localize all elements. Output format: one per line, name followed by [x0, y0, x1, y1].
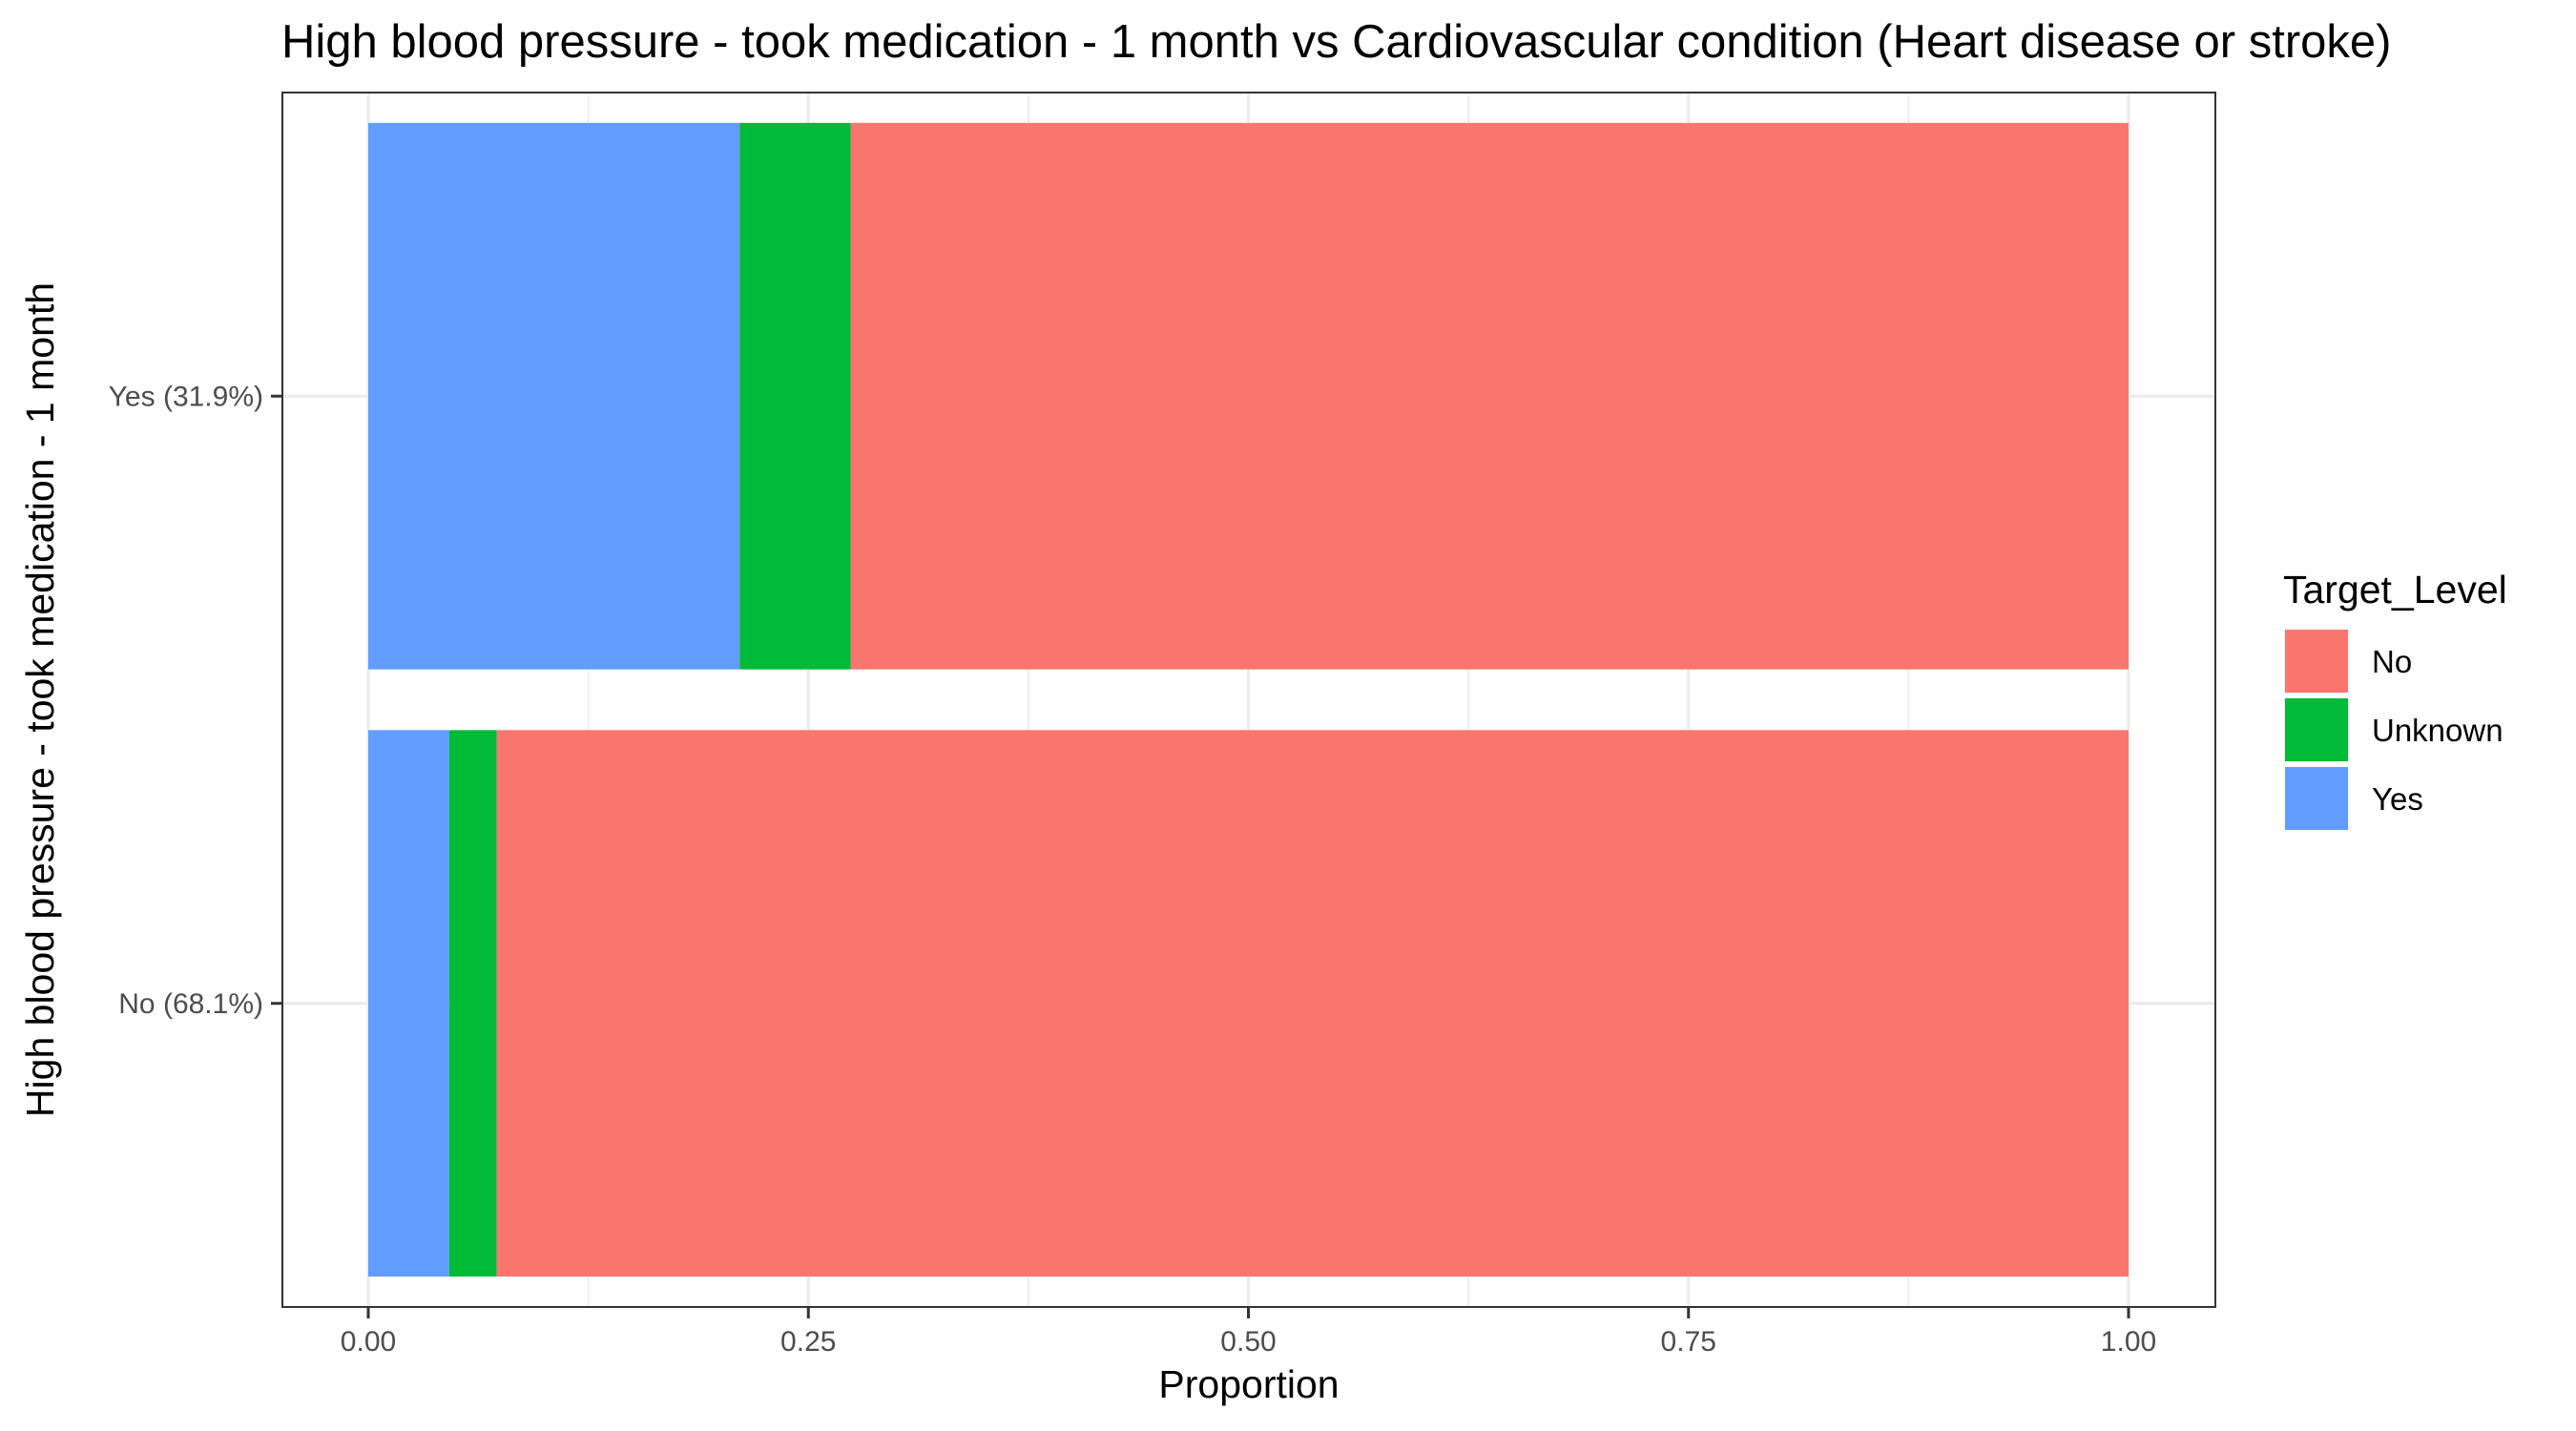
x-axis: 0.00 0.25 0.50 0.75 1.00 [341, 1307, 2156, 1358]
y-axis: No (68.1%) Yes (31.9%) [109, 381, 282, 1020]
x-tick-label: 1.00 [2101, 1326, 2156, 1358]
x-tick-label: 0.50 [1220, 1326, 1276, 1358]
y-tick-label: Yes (31.9%) [109, 381, 263, 412]
bar-unknown-1 [739, 122, 851, 670]
y-axis-title: High blood pressure - took medication - … [18, 282, 62, 1117]
y-tick-label: No (68.1%) [118, 988, 263, 1020]
bar-no-1 [850, 122, 2129, 670]
x-tick-label: 0.00 [341, 1326, 396, 1358]
bar-no-0 [496, 730, 2129, 1277]
bar-unknown-0 [448, 730, 497, 1277]
bar-yes-1 [368, 122, 740, 670]
legend-key-unknown [2285, 698, 2348, 761]
legend-label-no: No [2372, 644, 2412, 679]
chart-title: High blood pressure - took medication - … [281, 16, 2391, 68]
legend-title: Target_Level [2283, 568, 2507, 612]
x-tick-label: 0.75 [1661, 1326, 1716, 1358]
legend-key-no [2285, 630, 2348, 693]
legend-label-yes: Yes [2372, 781, 2423, 817]
x-axis-title: Proportion [1158, 1362, 1339, 1406]
x-tick-label: 0.25 [780, 1326, 836, 1358]
bar-yes-0 [368, 730, 449, 1277]
legend-label-unknown: Unknown [2372, 713, 2503, 748]
bars [368, 122, 2129, 1277]
legend: Target_Level No Unknown Yes [2283, 568, 2507, 830]
legend-key-yes [2285, 767, 2348, 830]
